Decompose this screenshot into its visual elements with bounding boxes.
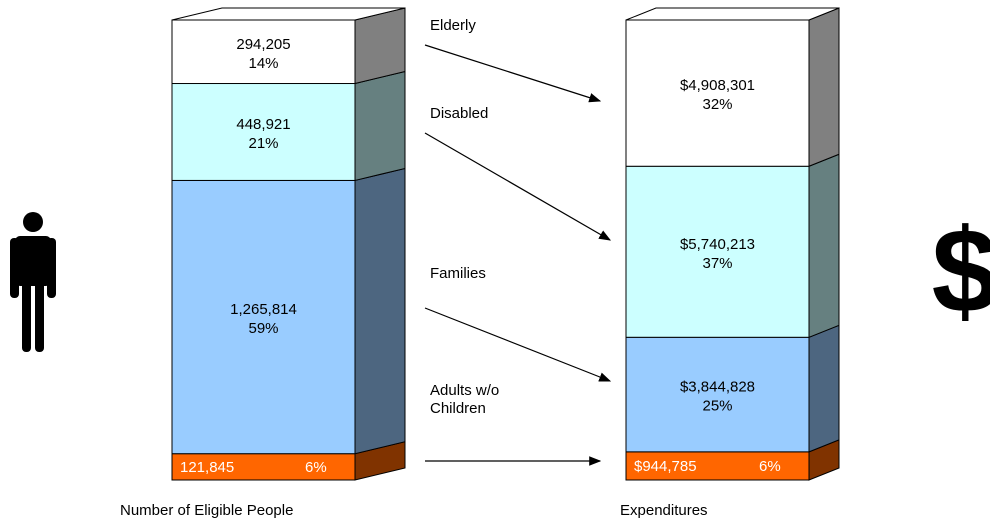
value-label: 448,921 (236, 116, 290, 133)
share-label: 6% (759, 458, 781, 475)
value-label: $5,740,213 (680, 236, 755, 253)
segment-top (625, 7, 840, 21)
share-label: 21% (248, 135, 278, 152)
segment (625, 19, 810, 167)
value-label: 1,265,814 (230, 301, 297, 318)
segment-side (354, 167, 406, 455)
share-label: 14% (248, 55, 278, 72)
share-label: 32% (702, 96, 732, 113)
segment-side (354, 70, 406, 182)
segment (625, 336, 810, 453)
share-label: 59% (248, 320, 278, 337)
value-label: $3,844,828 (680, 379, 755, 396)
value-label: 121,845 (180, 459, 234, 476)
segment (171, 83, 356, 181)
value-label: $4,908,301 (680, 77, 755, 94)
segment-side (808, 7, 840, 167)
segment-top (171, 7, 406, 21)
person-icon (10, 212, 56, 352)
segment (171, 19, 356, 85)
x-axis-label: Number of Eligible People (120, 502, 293, 519)
segment (171, 179, 356, 455)
legend-label: Elderly (430, 17, 476, 34)
value-label: $944,785 (634, 458, 697, 475)
share-label: 25% (702, 398, 732, 415)
segment (171, 453, 356, 481)
segment-side (354, 7, 406, 85)
segment-side (808, 324, 840, 453)
dollar-icon: $ (932, 204, 990, 338)
x-axis-label: Expenditures (620, 502, 708, 519)
legend-label: Adults w/o Children (430, 382, 499, 417)
segment-side (808, 153, 840, 339)
segment (625, 165, 810, 338)
share-label: 6% (305, 459, 327, 476)
share-label: 37% (702, 255, 732, 272)
legend-label: Disabled (430, 105, 488, 122)
arrows (424, 44, 612, 466)
legend-label: Families (430, 265, 486, 282)
value-label: 294,205 (236, 36, 290, 53)
